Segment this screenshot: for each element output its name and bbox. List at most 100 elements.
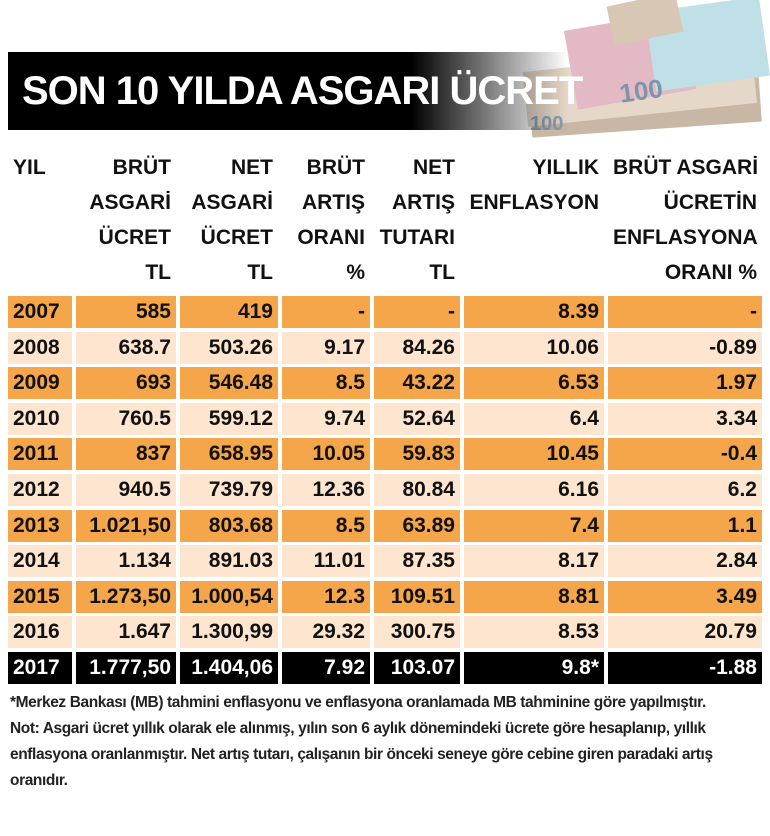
column-header: ARTIŞ: [302, 191, 365, 214]
column-header: TL: [145, 261, 171, 284]
row-header: 2007: [8, 296, 72, 328]
table-cell: 803.68: [180, 509, 278, 542]
table-cell: 7.92: [282, 652, 370, 684]
table-cell: 80.84: [374, 474, 460, 506]
column-header: YIL: [13, 156, 46, 179]
table-cell: -: [282, 296, 370, 328]
row-header: 2014: [8, 545, 72, 578]
column-header: ORANI %: [664, 261, 757, 284]
table-cell: 9.8*: [464, 652, 604, 684]
table-cell: 546.48: [180, 367, 278, 400]
column-header: ASGARİ: [89, 191, 171, 214]
table-cell: 9.74: [282, 402, 370, 435]
table-cell: 1.404,06: [180, 652, 278, 684]
table-cell: 837: [76, 438, 176, 471]
table-cell: 1.300,99: [180, 616, 278, 649]
table-cell: 693: [76, 367, 176, 400]
table-cell: 638.7: [76, 331, 176, 364]
table-cell: 1.134: [76, 545, 176, 578]
table-cell: 585: [76, 296, 176, 328]
table-cell: 300.75: [374, 616, 460, 649]
column-header: ÜCRETİN: [663, 191, 757, 214]
table-cell: 1.777,50: [76, 652, 176, 684]
table-cell: 658.95: [180, 438, 278, 471]
table-cell: 109.51: [374, 580, 460, 613]
table-cell: 9.17: [282, 331, 370, 364]
table-cell: 8.5: [282, 509, 370, 542]
column-header: TL: [247, 261, 273, 284]
column-header: ÜCRET: [200, 226, 273, 249]
row-header: 2013: [8, 509, 72, 542]
column-header: ÜCRET: [98, 226, 171, 249]
row-header: 2010: [8, 402, 72, 435]
column-header: ARTIŞ: [392, 191, 455, 214]
table-cell: 7.4: [464, 509, 604, 542]
title-bar: [8, 52, 568, 130]
table-cell: 760.5: [76, 402, 176, 435]
row-header: 2009: [8, 367, 72, 400]
column-header: BRÜT: [306, 156, 365, 179]
column-header: ENFLASYONA: [613, 226, 758, 249]
column-header: TL: [429, 261, 455, 284]
table-cell: 43.22: [374, 367, 460, 400]
table-cell: 3.49: [608, 580, 762, 613]
title: SON 10 YILDA ASGARI ÜCRET: [22, 69, 583, 113]
table-cell: 599.12: [180, 402, 278, 435]
column-header: BRÜT ASGARİ: [613, 156, 759, 179]
table-cell: 8.53: [464, 616, 604, 649]
table-cell: 6.16: [464, 474, 604, 506]
row-header: 2008: [8, 331, 72, 364]
table-cell: 12.36: [282, 474, 370, 506]
row-header: 2011: [8, 438, 72, 471]
column-header: ORANI: [297, 226, 365, 249]
table-cell: 419: [180, 296, 278, 328]
table-cell: -0.4: [608, 438, 762, 471]
table-cell: 1.97: [608, 367, 762, 400]
table-cell: -1.88: [608, 652, 762, 684]
table-cell: 6.2: [608, 474, 762, 506]
svg-text:100: 100: [618, 73, 665, 109]
table-cell: 8.39: [464, 296, 604, 328]
table-cell: 1.1: [608, 509, 762, 542]
note: Not: Asgari ücret yıllık olarak ele alın…: [10, 720, 713, 789]
table-cell: -0.89: [608, 331, 762, 364]
table-cell: 87.35: [374, 545, 460, 578]
table-cell: 503.26: [180, 331, 278, 364]
column-header: NET: [413, 156, 455, 179]
column-header: YILLIK: [532, 156, 600, 179]
notes: *Merkez Bankası (MB) tahmini enflasyonu …: [10, 690, 762, 794]
table-cell: 59.83: [374, 438, 460, 471]
column-header: %: [346, 261, 365, 284]
row-header: 2017: [8, 652, 72, 684]
table-cell: 8.5: [282, 367, 370, 400]
table-cell: 6.53: [464, 367, 604, 400]
table-cell: 10.45: [464, 438, 604, 471]
table-cell: 10.05: [282, 438, 370, 471]
table-cell: 8.17: [464, 545, 604, 578]
table-cell: 6.4: [464, 402, 604, 435]
table-cell: 103.07: [374, 652, 460, 684]
row-header: 2016: [8, 616, 72, 649]
row-header: 2015: [8, 580, 72, 613]
column-header: ENFLASYON: [469, 191, 599, 214]
table-cell: 63.89: [374, 509, 460, 542]
table-cell: 8.81: [464, 580, 604, 613]
table-cell: 1.021,50: [76, 509, 176, 542]
table-cell: 10.06: [464, 331, 604, 364]
table-cell: -: [608, 296, 762, 328]
table-cell: 739.79: [180, 474, 278, 506]
table-cell: 52.64: [374, 402, 460, 435]
table-cell: 11.01: [282, 545, 370, 578]
row-header: 2012: [8, 474, 72, 506]
table-cell: 1.647: [76, 616, 176, 649]
table-cell: 12.3: [282, 580, 370, 613]
table-cell: 891.03: [180, 545, 278, 578]
table-cell: 29.32: [282, 616, 370, 649]
table-cell: 2.84: [608, 545, 762, 578]
table-cell: 3.34: [608, 402, 762, 435]
table-cell: -: [374, 296, 460, 328]
table-cell: 20.79: [608, 616, 762, 649]
column-header: NET: [231, 156, 273, 179]
